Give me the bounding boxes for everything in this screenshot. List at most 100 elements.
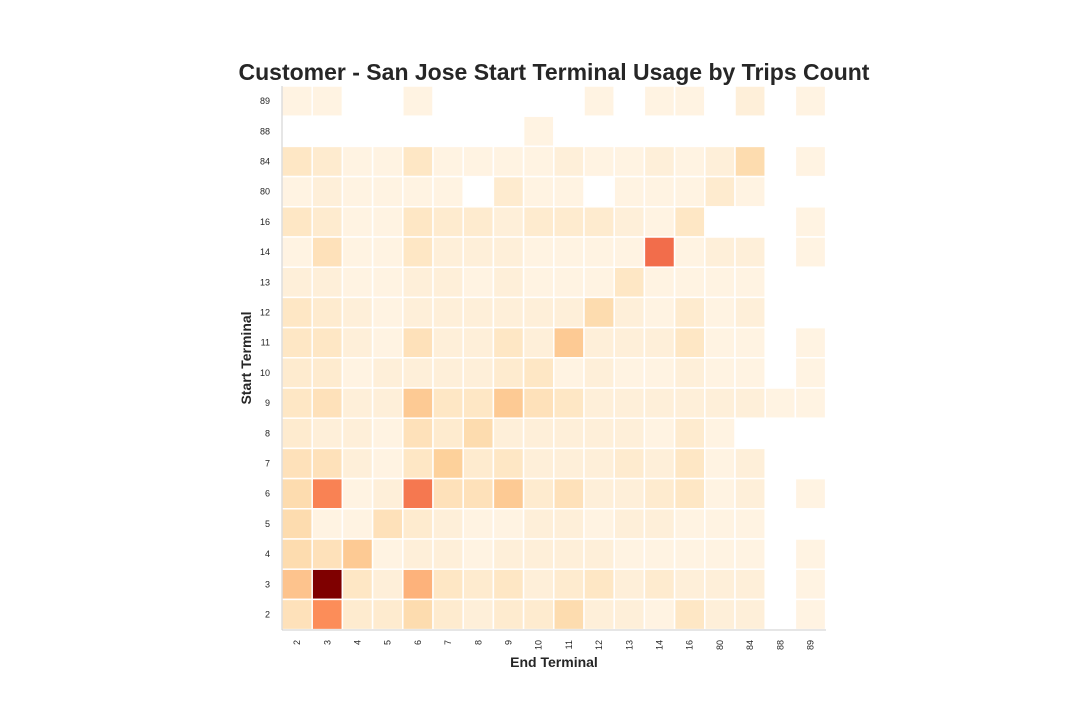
x-tick-label: 4 <box>353 640 363 645</box>
heatmap-cell-7-80 <box>704 447 736 480</box>
heatmap-cell-11-12 <box>583 326 615 359</box>
heatmap-cell-9-88 <box>764 387 797 419</box>
heatmap-cell-2-16 <box>673 598 706 631</box>
heatmap-cell-4-9 <box>492 538 525 570</box>
y-tick-label: 7 <box>265 459 270 469</box>
heatmap-cell-9-3 <box>311 387 344 419</box>
x-tick-label: 89 <box>806 640 816 650</box>
heatmap-cell-9-11 <box>553 387 585 419</box>
heatmap-cell-10-80 <box>704 357 736 389</box>
y-tick-label: 3 <box>265 579 270 589</box>
heatmap-cell-14-3 <box>311 236 344 268</box>
heatmap-cell-7-4 <box>341 447 374 480</box>
heatmap-cell-14-11 <box>553 236 585 268</box>
heatmap-cell-6-10 <box>522 477 555 510</box>
heatmap-cells <box>281 85 827 631</box>
heatmap-cell-9-13 <box>613 387 646 419</box>
heatmap-cell-9-6 <box>402 387 434 419</box>
heatmap-cell-13-9 <box>492 266 525 299</box>
heatmap-cell-5-8 <box>462 508 495 540</box>
heatmap-cell-84-11 <box>553 145 585 178</box>
heatmap-cell-84-10 <box>522 145 555 178</box>
x-tick-label: 8 <box>473 640 483 645</box>
x-tick-label: 80 <box>715 640 725 650</box>
heatmap-cell-2-9 <box>492 598 525 631</box>
heatmap-cell-84-8 <box>462 145 495 178</box>
heatmap-cell-5-3 <box>311 508 344 540</box>
heatmap-cell-4-13 <box>613 538 646 570</box>
heatmap-cell-3-13 <box>613 568 646 601</box>
heatmap-cell-4-89 <box>794 538 827 570</box>
heatmap-cell-16-10 <box>522 206 555 238</box>
x-tick-label: 10 <box>534 640 544 650</box>
heatmap-cell-5-10 <box>522 508 555 540</box>
heatmap-cell-12-11 <box>553 296 585 329</box>
heatmap-cell-13-7 <box>432 266 464 299</box>
heatmap-cell-4-6 <box>402 538 434 570</box>
heatmap-cell-4-10 <box>522 538 555 570</box>
heatmap-cell-3-7 <box>432 568 464 601</box>
heatmap-cell-10-4 <box>341 357 374 389</box>
heatmap-cell-14-14 <box>643 236 676 268</box>
heatmap-cell-14-5 <box>371 236 404 268</box>
heatmap-cell-84-13 <box>613 145 646 178</box>
heatmap-cell-13-8 <box>462 266 495 299</box>
heatmap-cell-84-80 <box>704 145 736 178</box>
heatmap-cell-14-12 <box>583 236 615 268</box>
heatmap-cell-13-80 <box>704 266 736 299</box>
heatmap-cell-2-13 <box>613 598 646 631</box>
heatmap-cell-6-4 <box>341 477 374 510</box>
heatmap-cell-8-6 <box>402 417 434 450</box>
heatmap-cell-6-9 <box>492 477 525 510</box>
heatmap-cell-84-6 <box>402 145 434 178</box>
heatmap-cell-80-11 <box>553 175 585 208</box>
heatmap-cell-8-7 <box>432 417 464 450</box>
heatmap-cell-11-16 <box>673 326 706 359</box>
heatmap-cell-6-6 <box>402 477 434 510</box>
x-tick-label: 6 <box>413 640 423 645</box>
heatmap-cell-4-5 <box>371 538 404 570</box>
heatmap-cell-2-12 <box>583 598 615 631</box>
x-tick-label: 7 <box>443 640 453 645</box>
heatmap-cell-8-12 <box>583 417 615 450</box>
heatmap-cell-7-12 <box>583 447 615 480</box>
heatmap-cell-8-10 <box>522 417 555 450</box>
heatmap-cell-9-89 <box>794 387 827 419</box>
heatmap-cell-7-2 <box>281 447 313 480</box>
heatmap-cell-2-6 <box>402 598 434 631</box>
heatmap-cell-5-84 <box>734 508 766 540</box>
x-axis-label: End Terminal <box>510 654 598 670</box>
heatmap-cell-9-9 <box>492 387 525 419</box>
heatmap-cell-2-5 <box>371 598 404 631</box>
heatmap-cell-84-2 <box>281 145 313 178</box>
heatmap-cell-8-16 <box>673 417 706 450</box>
heatmap-cell-3-2 <box>281 568 313 601</box>
heatmap-cell-16-11 <box>553 206 585 238</box>
heatmap-cell-4-8 <box>462 538 495 570</box>
heatmap-cell-13-2 <box>281 266 313 299</box>
heatmap-cell-13-13 <box>613 266 646 299</box>
heatmap-cell-8-4 <box>341 417 374 450</box>
heatmap-cell-9-7 <box>432 387 464 419</box>
heatmap-cell-12-84 <box>734 296 766 329</box>
heatmap-cell-4-3 <box>311 538 344 570</box>
heatmap-cell-12-7 <box>432 296 464 329</box>
y-tick-label: 13 <box>260 277 270 287</box>
heatmap-cell-5-4 <box>341 508 374 540</box>
heatmap-cell-10-2 <box>281 357 313 389</box>
heatmap-cell-9-8 <box>462 387 495 419</box>
heatmap-cell-5-2 <box>281 508 313 540</box>
heatmap-cell-10-11 <box>553 357 585 389</box>
heatmap-cell-6-5 <box>371 477 404 510</box>
heatmap-cell-80-7 <box>432 175 464 208</box>
heatmap-cell-3-5 <box>371 568 404 601</box>
y-tick-label: 84 <box>260 157 270 167</box>
heatmap-cell-11-3 <box>311 326 344 359</box>
heatmap-cell-11-7 <box>432 326 464 359</box>
heatmap-cell-80-4 <box>341 175 374 208</box>
y-tick-label: 16 <box>260 217 270 227</box>
heatmap-cell-84-3 <box>311 145 344 178</box>
heatmap-cell-11-13 <box>613 326 646 359</box>
y-tick-label: 11 <box>261 338 270 348</box>
